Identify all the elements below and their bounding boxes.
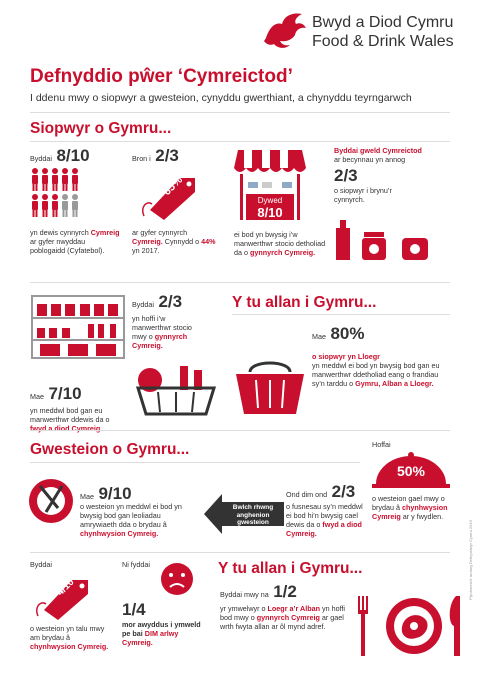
stat-packaging-text: o siopwyr i brynu’r cynnyrch. xyxy=(334,186,392,204)
gap-arrow-icon xyxy=(204,494,284,534)
products-icon xyxy=(336,220,428,260)
section-outside2-heading: Y tu allan i Gymru... xyxy=(218,560,363,577)
basket-icon xyxy=(135,366,217,416)
stat-half-visitors-text: yr ymwelwyr o Loegr a’r Alban yn hoffi b… xyxy=(220,604,346,631)
stat-quarter-text: mor awyddus i ymweld pe bai DIM arlwy Cy… xyxy=(122,620,201,647)
stat-nine-tenths-text: o westeion yn meddwl ei bod yn bwysig bo… xyxy=(80,502,182,538)
cutlery-plate-icon xyxy=(358,596,460,656)
stat-businesses-text: o fusnesau sy’n meddwl ei bod hi’n bwysi… xyxy=(286,502,363,538)
section-outside1-heading: Y tu allan i Gymru... xyxy=(232,294,377,311)
cloche-icon xyxy=(372,452,450,488)
stat-half-visitors: Byddai mwy na 1/2 xyxy=(220,582,297,601)
stat-packaging-num: 2/3 xyxy=(334,166,358,185)
stat-choose-welsh: Byddai 8/10 xyxy=(30,146,90,165)
stat-england: Mae 80% xyxy=(312,324,365,343)
logo-welsh: Bwyd a Diod Cymru xyxy=(312,14,454,31)
shop-icon xyxy=(234,150,306,220)
logo: Bwyd a Diod Cymru Food & Drink Wales xyxy=(262,8,472,52)
stat-quarter-num: 1/4 xyxy=(122,600,146,619)
section-guests-heading: Gwesteion o Gymru... xyxy=(30,441,190,458)
stat-seven-tenths-text: yn meddwl bod gan eu manwerthwr ddewis d… xyxy=(30,406,110,433)
stat-quarter-pre: Ni fyddai xyxy=(122,560,150,569)
stat-pay-more-text: o westeion yn talu mwy am brydau â chynh… xyxy=(30,624,109,651)
stat-pay-more-pre: Byddai xyxy=(30,560,52,569)
dragon-icon xyxy=(264,13,306,48)
page-subtitle: I ddenu mwy o siopwyr a gwesteion, cynyd… xyxy=(30,92,412,104)
logo-english: Food & Drink Wales xyxy=(312,33,454,50)
shelf-icon xyxy=(31,295,125,359)
shop-sign-line1: Dywed xyxy=(257,196,283,205)
sad-face-icon xyxy=(161,563,193,595)
stat-retailer-stock-text: ei bod yn bwysig i’w manwerthwr stocio d… xyxy=(234,230,326,257)
stat-half-text: o westeion gael mwy o brydau â chynhwysi… xyxy=(372,494,448,521)
stat-almost-two-thirds: Bron i 2/3 xyxy=(132,146,179,165)
stat-businesses: Ond dim ond 2/3 xyxy=(286,482,356,501)
section-shoppers-heading: Siopwyr o Gymru... xyxy=(30,120,172,137)
people-icon xyxy=(32,168,78,217)
stat-want-more-text: yn hoffi i’w manwerthwr stocio mwy o gyn… xyxy=(132,314,192,350)
plate-icon xyxy=(29,479,73,523)
stat-half-pre: Hoffai xyxy=(372,440,391,449)
gap-arrow-label: Bwlch rhwng anghenion gwesteion xyxy=(232,504,274,526)
page-title: Defnyddio pŵer ‘Cymreictod’ xyxy=(30,66,293,87)
stat-packaging-head: Byddai gweld Cymreictod ar becynnau yn an… xyxy=(334,146,422,164)
stat-nine-tenths: Mae 9/10 xyxy=(80,484,132,503)
shopping-basket-icon xyxy=(236,361,304,414)
cloche-label: 50% xyxy=(396,463,426,479)
stat-almost-two-thirds-text: ar gyfer cynnyrch Cymreig. Cynnydd o 44%… xyxy=(132,228,216,255)
tag-icon xyxy=(35,580,88,620)
shop-sign-line2: 8/10 xyxy=(257,205,283,220)
stat-want-more: Byddai 2/3 xyxy=(132,292,183,311)
stat-seven-tenths: Mae 7/10 xyxy=(30,384,82,403)
price-tag-icon xyxy=(141,178,195,220)
stat-england-text: o siopwyr yn Lloegr yn meddwl ei bod yn b… xyxy=(312,352,440,388)
footnote: Ffynhonnell: arolwg Defnyddwyr Cymru 201… xyxy=(468,520,473,600)
stat-choose-welsh-text: yn dewis cynnyrch Cymreig ar gyfer nwydd… xyxy=(30,228,120,255)
